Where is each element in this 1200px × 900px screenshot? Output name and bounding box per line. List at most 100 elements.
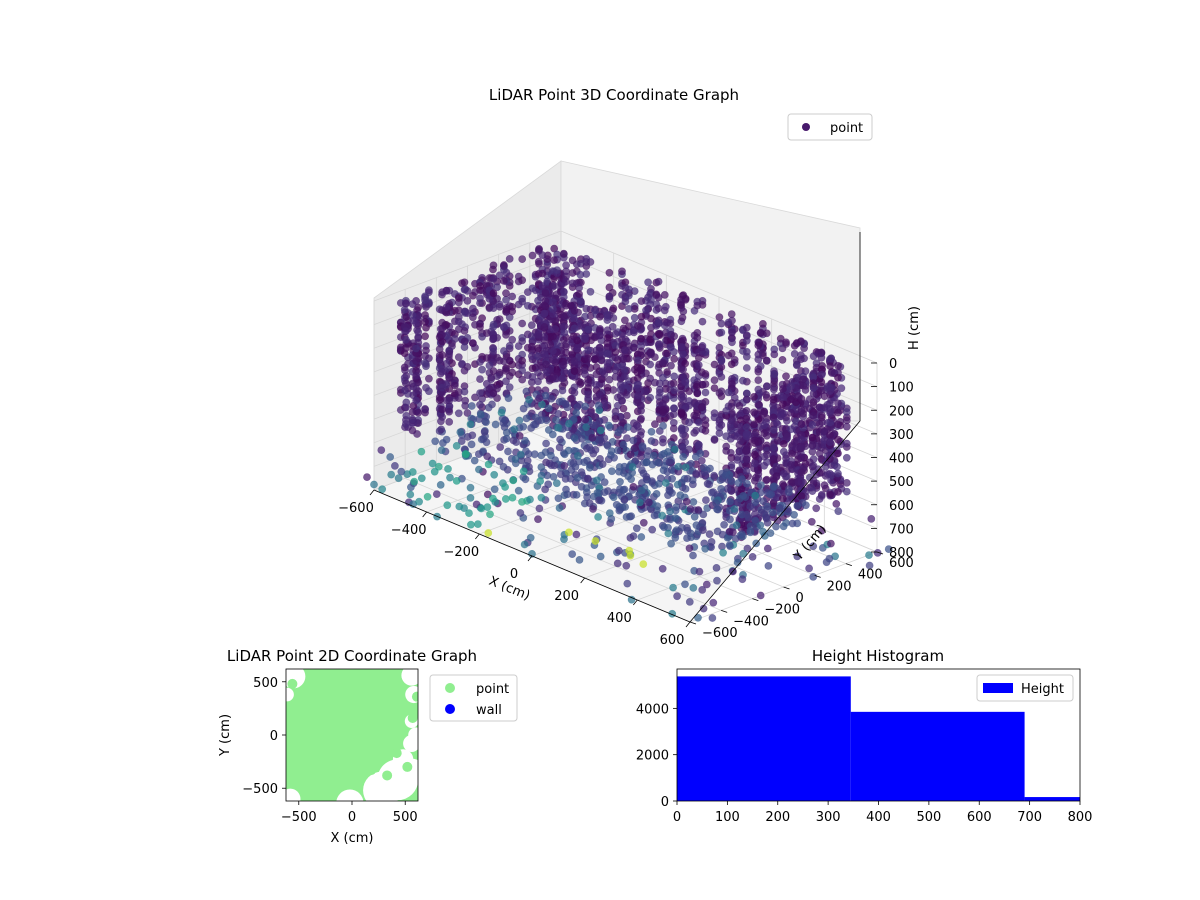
scatter-point: [553, 266, 561, 275]
legend-3d-frame: [787, 113, 873, 141]
scatter-point: [717, 357, 726, 365]
scatter-point: [584, 474, 592, 483]
scatter-point: [452, 476, 461, 485]
scatter-point: [461, 401, 470, 410]
scatter-point: [807, 483, 816, 492]
scatter-point: [465, 509, 473, 517]
scatter-point: [787, 425, 795, 434]
scatter-point: [423, 492, 432, 501]
scatter-point: [834, 373, 842, 382]
scatter-point: [717, 421, 726, 429]
scatter-point: [779, 469, 788, 478]
scatter-point: [615, 546, 623, 555]
scatter-point: [526, 533, 535, 542]
z-axis-label-3d: H (cm): [907, 306, 922, 350]
scatter-point: [518, 255, 527, 263]
scatter-point: [666, 507, 674, 516]
scatter-point: [826, 431, 834, 439]
scatter-point: [797, 444, 806, 452]
scatter-point: [534, 331, 542, 339]
scatter-point: [482, 354, 491, 362]
histogram-bar: [677, 676, 851, 801]
scatter-point: [661, 479, 670, 487]
scatter-point: [750, 420, 758, 429]
scatter-point: [621, 381, 629, 390]
scatter-point: [508, 292, 517, 301]
scatter-point: [604, 421, 613, 430]
scatter-point: [537, 416, 546, 424]
scatter-2d-gap: [401, 669, 418, 686]
scatter-point: [808, 420, 817, 429]
scatter-point: [401, 299, 410, 308]
scatter-point: [793, 552, 802, 561]
scatter-point: [769, 483, 778, 491]
scatter-point: [825, 554, 834, 563]
scatter-point: [727, 453, 736, 462]
scatter-point: [750, 392, 758, 401]
scatter-point: [575, 556, 584, 564]
scatter-point: [685, 544, 694, 553]
scatter-point: [611, 329, 620, 338]
scatter-point: [865, 551, 873, 559]
z-tick-label-3d: 0: [889, 357, 897, 372]
scatter-point: [750, 408, 758, 417]
scatter-point: [483, 490, 492, 499]
y-tick-mark-3d: [845, 563, 852, 567]
z-tick-label-3d: 700: [889, 522, 914, 537]
scatter-point: [438, 439, 447, 447]
scatter-point: [634, 422, 642, 431]
scatter-point: [663, 368, 671, 376]
scatter-point: [390, 461, 399, 470]
scatter-point: [809, 384, 818, 392]
scatter-point: [807, 517, 816, 526]
ticks-3d: −600−600−400−400−200−2000020020040040060…: [338, 357, 914, 648]
x-axis-label-2d: X (cm): [331, 831, 374, 846]
scatter-point: [575, 377, 583, 386]
scatter-point: [535, 504, 544, 513]
scatter-point: [826, 355, 834, 364]
scatter-point: [826, 451, 834, 460]
scatter-point: [501, 495, 510, 503]
scatter-point: [735, 447, 744, 456]
scatter-point: [596, 343, 604, 352]
scatter-point: [717, 387, 726, 396]
scatter-point: [625, 285, 633, 294]
y-tick-label-3d: −400: [733, 614, 769, 629]
scatter-point: [615, 463, 624, 471]
scatter-point: [570, 383, 579, 392]
scatter-point: [645, 498, 653, 507]
y-tick-label-2d: −500: [242, 782, 278, 797]
scatter-point: [603, 310, 612, 319]
scatter-point: [603, 358, 612, 367]
scatter-point: [785, 485, 793, 493]
scatter-point: [713, 576, 721, 585]
scatter-point: [626, 551, 635, 560]
scatter-point: [760, 409, 769, 418]
scatter-point: [523, 288, 532, 296]
scatter-point: [669, 379, 678, 388]
scatter-point: [489, 275, 498, 283]
scatter-point: [508, 335, 517, 344]
scatter-point-2d: [286, 702, 294, 713]
scatter-point: [697, 368, 706, 377]
scatter-point: [717, 373, 726, 381]
scatter-point: [489, 261, 498, 270]
scatter-point: [450, 381, 459, 390]
scatter-point: [600, 488, 609, 497]
scatter-point: [639, 518, 648, 527]
scatter-point: [484, 529, 493, 537]
x-tick-mark-3d: [422, 511, 427, 518]
scatter-point: [688, 476, 697, 484]
scatter-point: [739, 491, 748, 500]
scatter-area-2d: [286, 669, 418, 801]
scatter-point: [561, 474, 570, 483]
scatter-point: [562, 277, 570, 286]
scatter-point: [438, 367, 446, 376]
x-tick-label-2d: 500: [393, 810, 418, 825]
scatter-point: [560, 461, 569, 470]
y-tick-label-histogram: 2000: [636, 749, 669, 764]
scatter-point: [582, 304, 591, 313]
scatter-point: [788, 519, 797, 528]
scatter-point: [693, 301, 702, 310]
scatter-point: [762, 514, 771, 523]
